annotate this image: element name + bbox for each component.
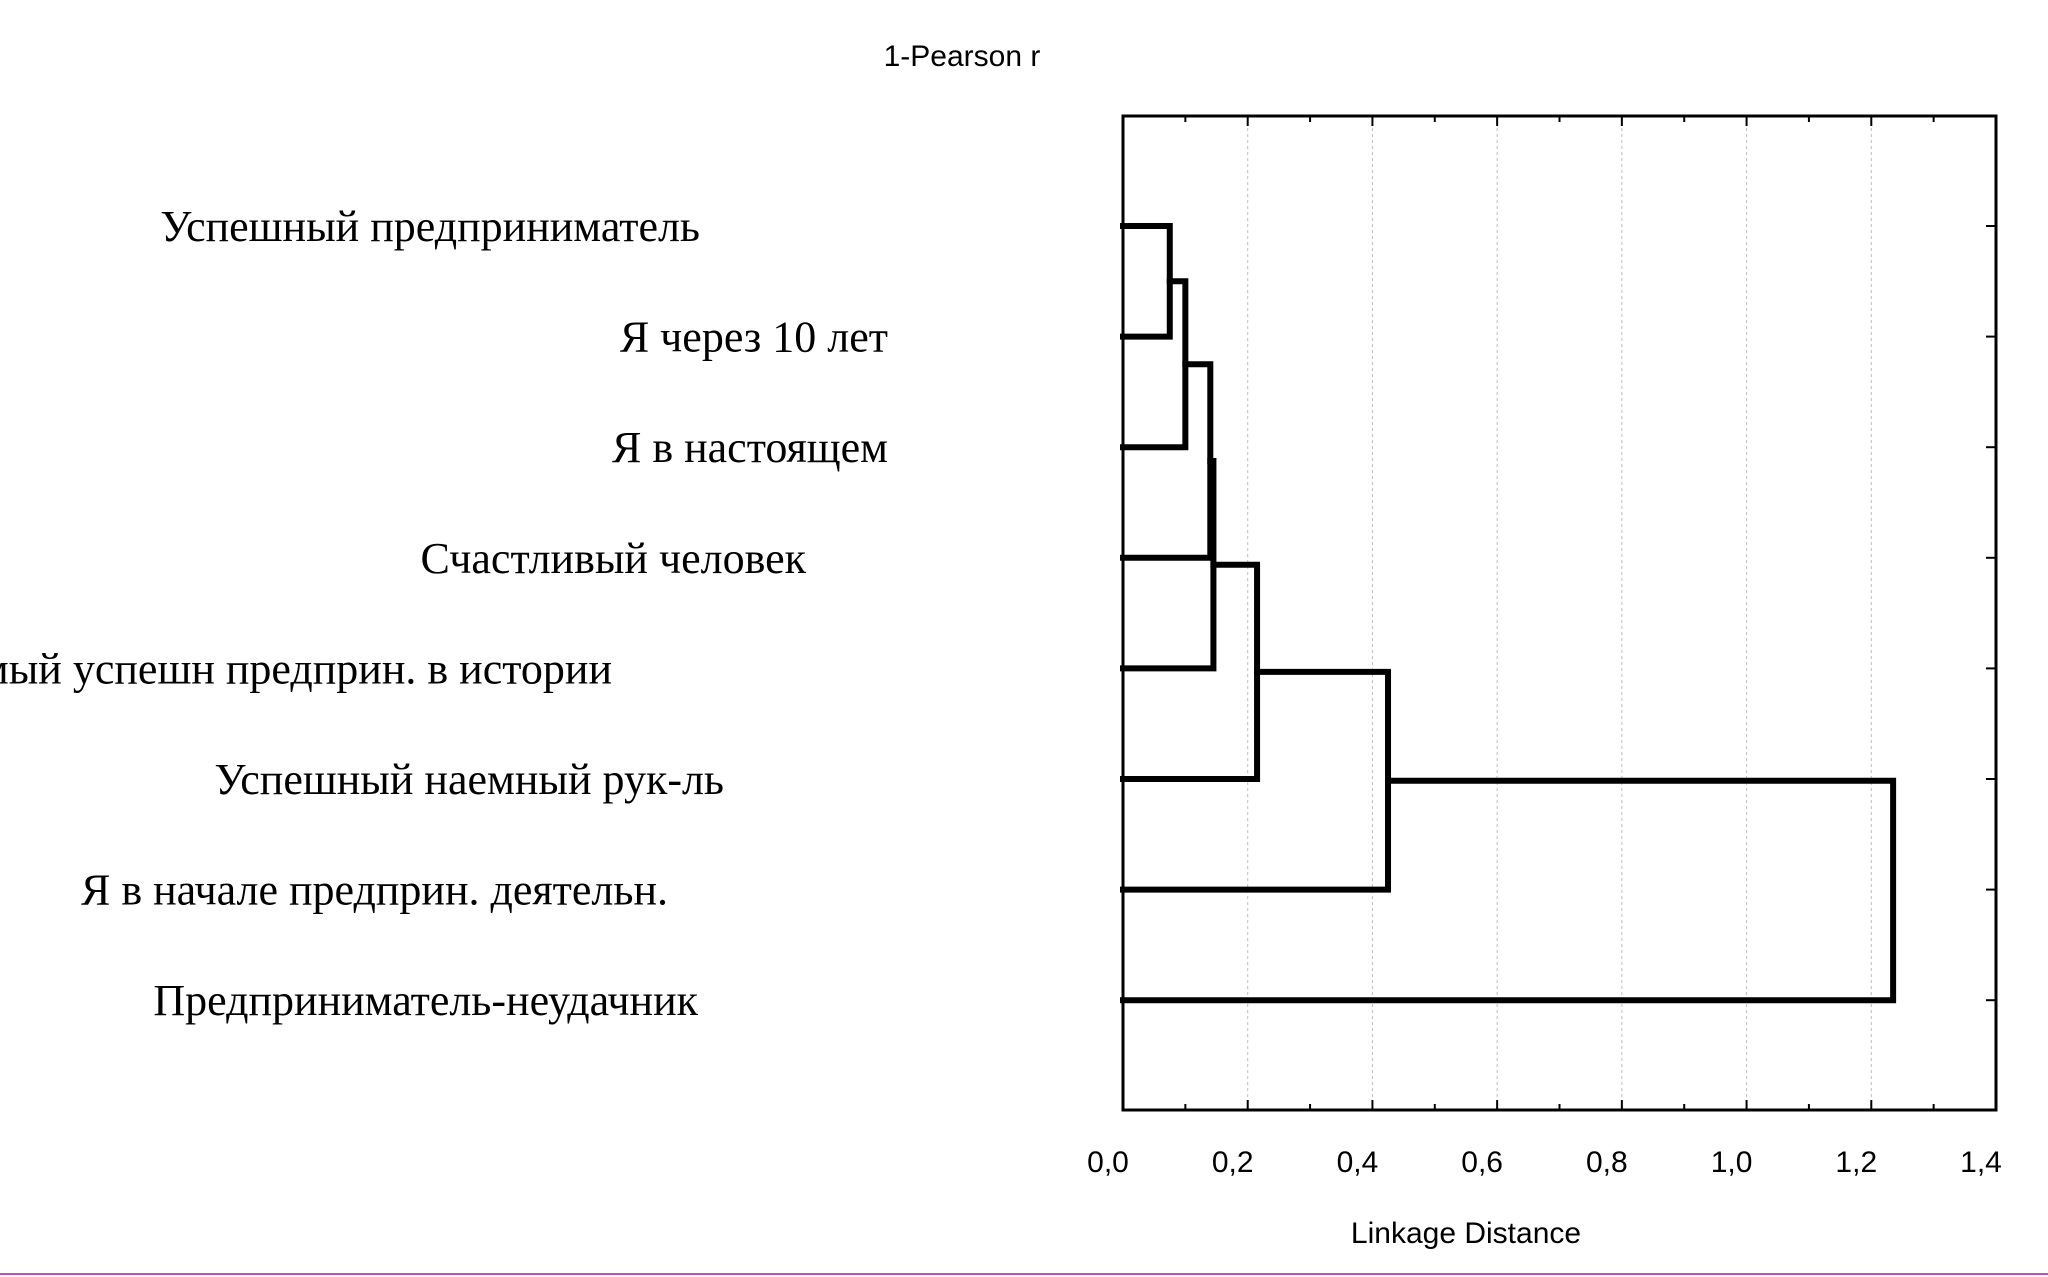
x-tick-label: 1,0 (1711, 1146, 1753, 1179)
x-tick-label: 0,8 (1586, 1146, 1628, 1179)
x-tick-labels: 0,0 0,2 0,4 0,6 0,8 1,0 1,2 1,4 (1087, 1146, 2002, 1179)
leaf-label: Самый успешн предприн. в истории (0, 644, 612, 693)
leaf-label: Я через 10 лет (620, 313, 888, 362)
leaf-label: Я в начале предприн. деятельн. (81, 866, 668, 915)
leaf-label: Счастливый человек (420, 534, 806, 583)
plot-frame (1121, 114, 1998, 1112)
dendrogram-link (1120, 361, 1214, 561)
x-axis-label: Linkage Distance (1351, 1217, 1581, 1250)
axis-ticks (1122, 116, 1997, 1110)
x-tick-label: 0,2 (1212, 1146, 1254, 1179)
x-tick-label: 0,4 (1337, 1146, 1379, 1179)
leaf-label: Успешный наемный рук-ль (214, 755, 724, 804)
x-tick-label: 0,0 (1087, 1146, 1129, 1179)
page-bottom-border (0, 1273, 2048, 1275)
dendrogram-link (1120, 777, 1897, 1004)
x-tick-label: 0,6 (1461, 1146, 1503, 1179)
x-tick-label: 1,2 (1835, 1146, 1877, 1179)
dendrogram-links (1120, 223, 1897, 1004)
leaf-label: Предприниматель-неудачник (153, 976, 698, 1025)
chart-title: 1-Pearson r (884, 40, 1041, 73)
leaf-label: Я в настоящем (612, 423, 888, 472)
x-tick-label: 1,4 (1960, 1146, 2002, 1179)
dendrogram-link (1120, 561, 1261, 782)
dendrogram-link (1120, 223, 1173, 340)
leaf-labels: Успешный предприниматель Я через 10 лет Я … (0, 202, 888, 1025)
dendrogram-link (1120, 278, 1189, 451)
dendrogram-link (1120, 458, 1217, 672)
leaf-label: Успешный предприниматель (160, 202, 700, 251)
grid-lines (1247, 116, 1872, 1110)
